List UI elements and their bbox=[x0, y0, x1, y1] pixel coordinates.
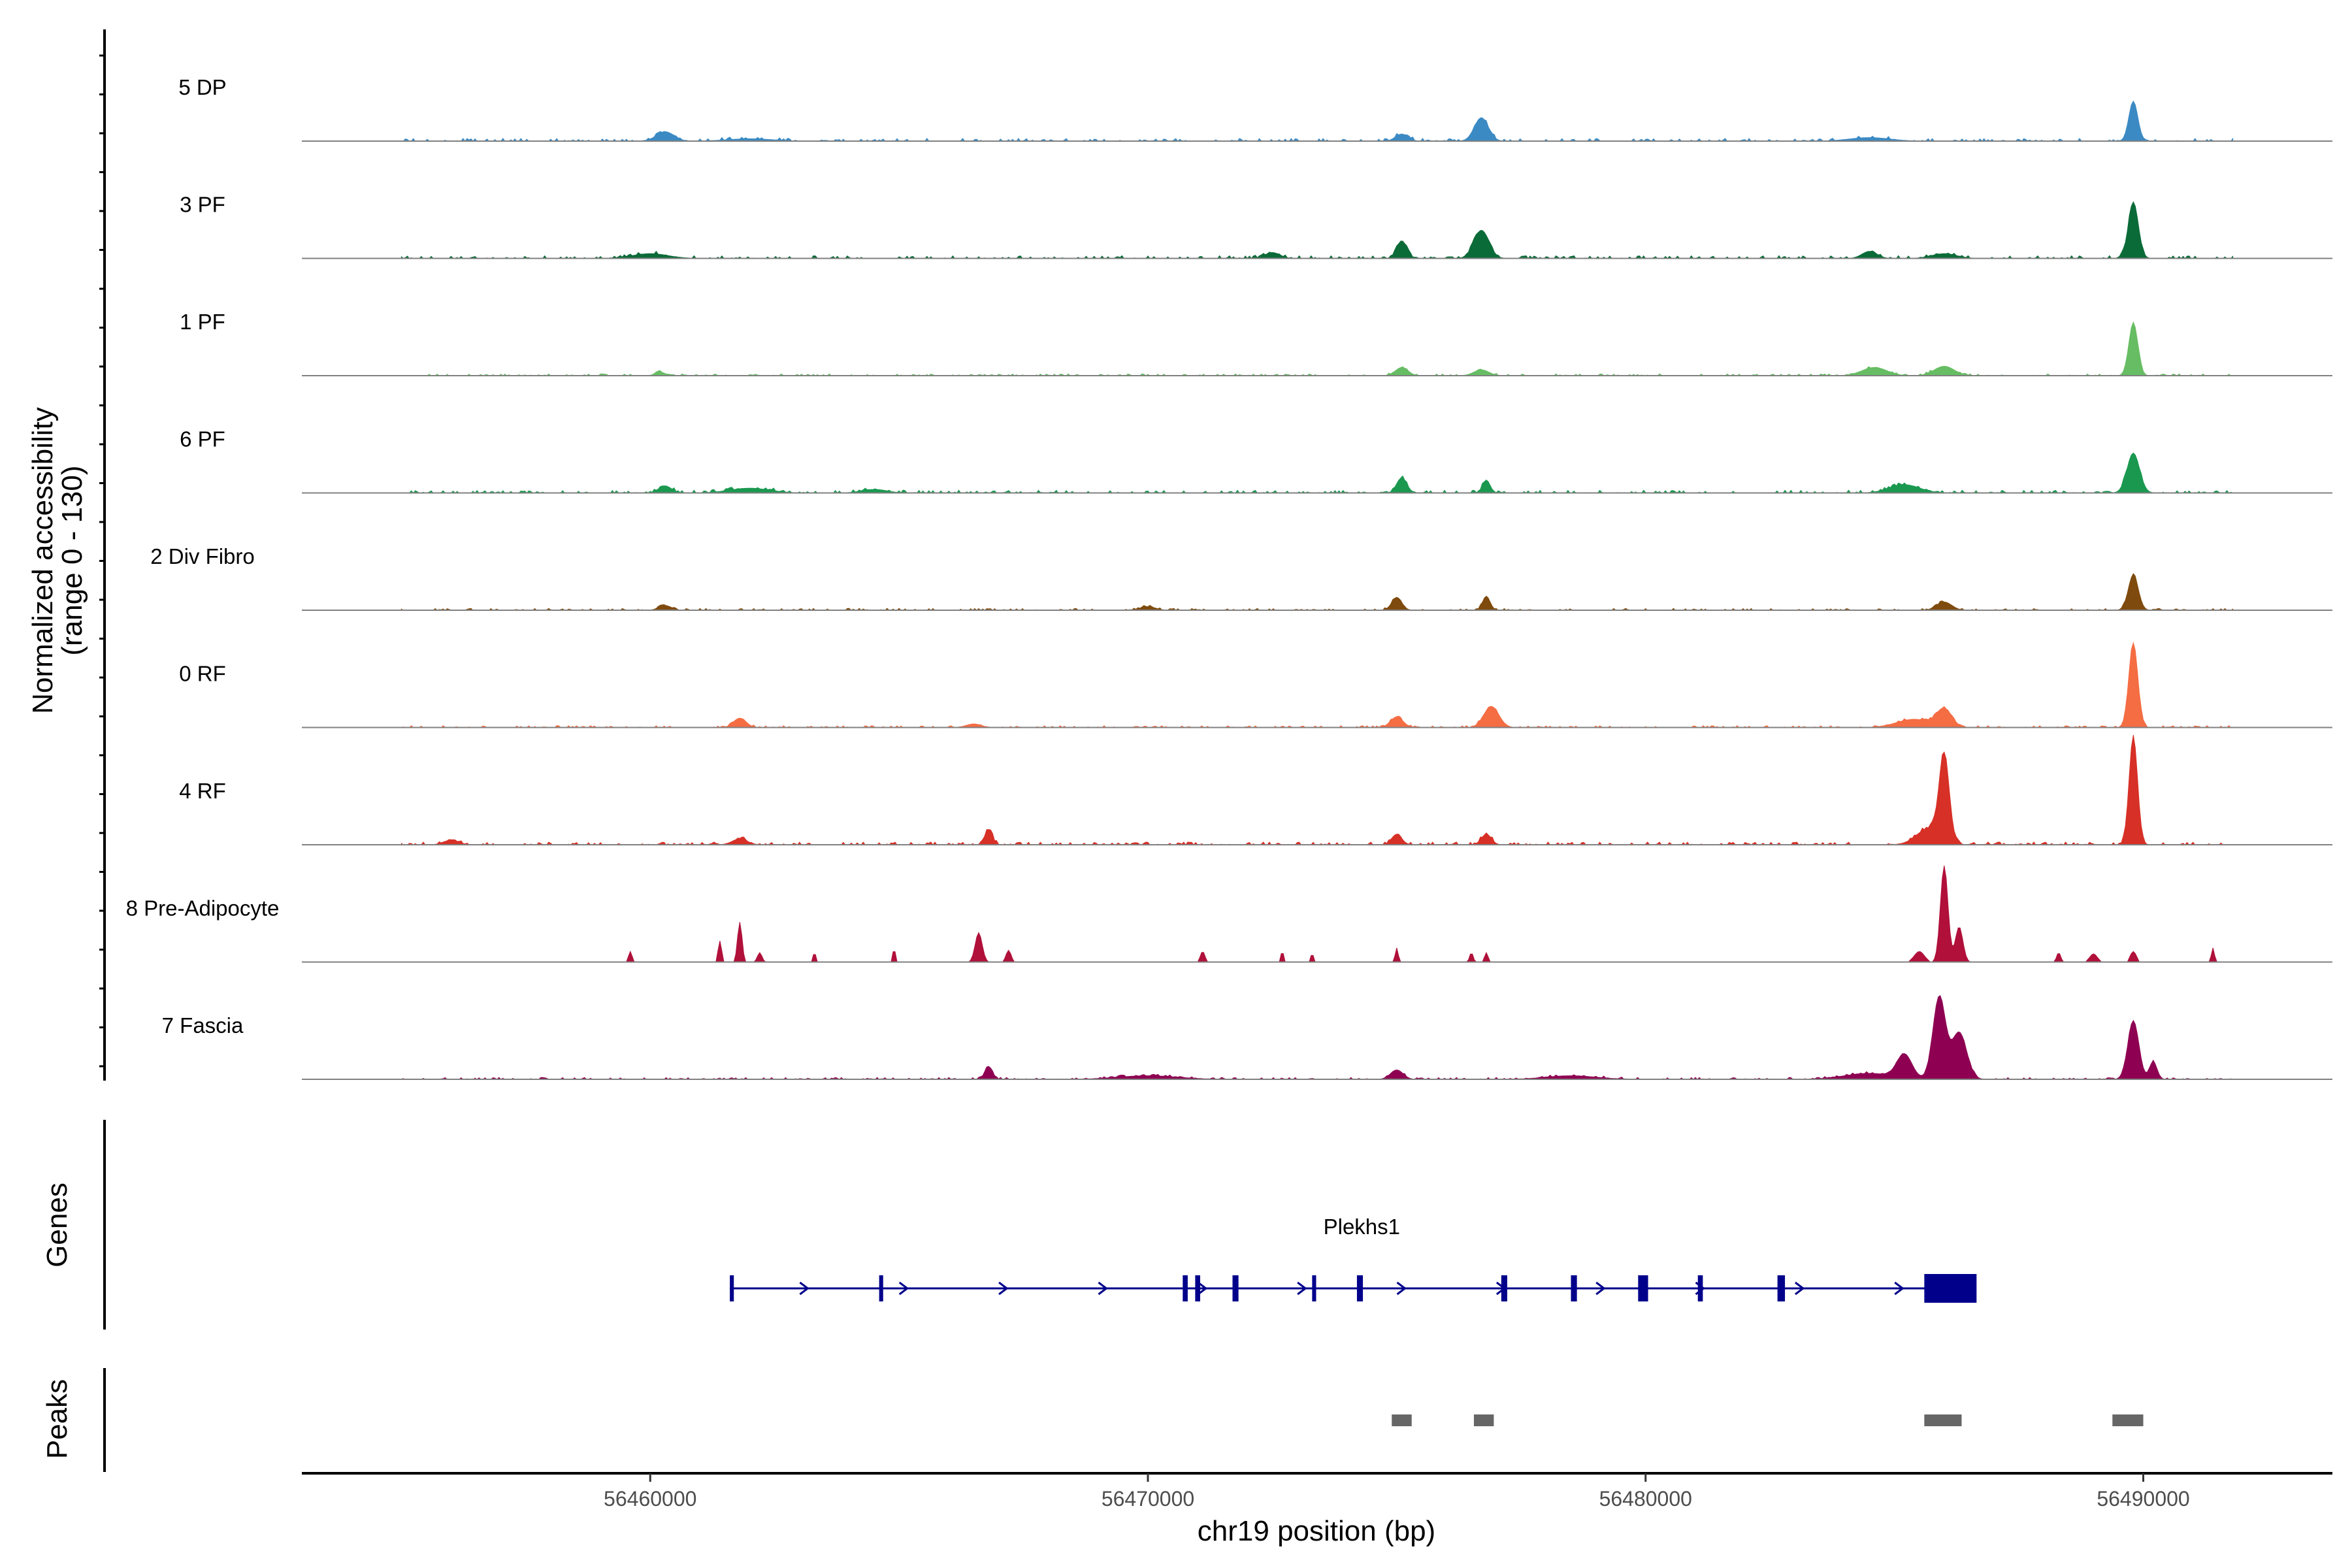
x-tick-label: 56480000 bbox=[1599, 1487, 1692, 1511]
peak-region bbox=[1392, 1414, 1412, 1426]
coverage-area bbox=[401, 865, 2233, 962]
strand-arrow bbox=[1795, 1281, 1805, 1296]
track-label: 8 Pre-Adipocyte bbox=[126, 896, 280, 921]
y-axis-title-range: (range 0 - 130) bbox=[56, 465, 88, 655]
coverage-area bbox=[400, 994, 2233, 1080]
gene-exon bbox=[1924, 1274, 1977, 1303]
track-0-rf: 0 RF bbox=[179, 642, 2332, 728]
gene-exon bbox=[1312, 1275, 1316, 1301]
x-tick-label: 56470000 bbox=[1102, 1487, 1194, 1511]
peaks-track: Peaks bbox=[41, 1368, 2144, 1472]
track-label: 3 PF bbox=[180, 193, 225, 217]
gene-exon bbox=[1232, 1275, 1239, 1301]
track-label: 0 RF bbox=[179, 662, 226, 686]
coverage-area bbox=[400, 573, 2234, 611]
strand-arrow bbox=[1197, 1281, 1208, 1296]
strand-arrow bbox=[1297, 1281, 1307, 1296]
genes-track-label: Genes bbox=[41, 1183, 73, 1267]
track-3-pf: 3 PF bbox=[180, 193, 2332, 259]
coverage-area bbox=[401, 321, 2233, 376]
track-label: 6 PF bbox=[180, 427, 225, 451]
coverage-area bbox=[400, 201, 2234, 259]
x-axis-title: chr19 position (bp) bbox=[1198, 1515, 1435, 1547]
track-2-div-fibro: 2 Div Fibro bbox=[150, 544, 2332, 611]
track-1-pf: 1 PF bbox=[180, 310, 2332, 376]
gene-exon bbox=[730, 1275, 734, 1301]
x-tick-label: 56460000 bbox=[604, 1487, 696, 1511]
track-label: 5 DP bbox=[178, 75, 226, 99]
gene-track: Genes Plekhs1 bbox=[41, 1120, 1977, 1330]
track-4-rf: 4 RF bbox=[179, 735, 2332, 845]
gene-exon bbox=[1697, 1275, 1703, 1301]
x-axis: chr19 position (bp) 56460000 56470000 5648… bbox=[302, 1472, 2332, 1547]
gene-exon bbox=[1356, 1275, 1364, 1301]
strand-arrow bbox=[998, 1281, 1009, 1296]
gene-exon bbox=[1571, 1275, 1577, 1301]
gene-exon bbox=[1638, 1275, 1648, 1301]
track-label: 2 Div Fibro bbox=[150, 544, 255, 568]
peak-region bbox=[1924, 1414, 1962, 1426]
strand-arrow bbox=[1098, 1281, 1108, 1296]
gene-exon bbox=[1195, 1275, 1200, 1301]
track-7-fascia: 7 Fascia bbox=[162, 994, 2332, 1080]
strand-arrow bbox=[799, 1281, 809, 1296]
track-label: 7 Fascia bbox=[162, 1013, 244, 1037]
gene-exon bbox=[1777, 1275, 1786, 1301]
y-axis-title: Normalized accessibility (range 0 - 130) bbox=[27, 407, 88, 713]
peak-region bbox=[1473, 1414, 1494, 1426]
track-5-dp: 5 DP bbox=[178, 75, 2332, 142]
coverage-area bbox=[401, 642, 2233, 728]
strand-arrow bbox=[1396, 1281, 1407, 1296]
track-label: 4 RF bbox=[179, 779, 226, 803]
coverage-area bbox=[401, 100, 2234, 142]
strand-arrow bbox=[1595, 1281, 1606, 1296]
gene-exon bbox=[1183, 1275, 1188, 1301]
gene-exon bbox=[879, 1275, 883, 1301]
strand-arrow bbox=[1894, 1281, 1904, 1296]
coverage-area bbox=[401, 452, 2233, 494]
coverage-tracks: 5 DP 3 PF 1 PF 6 PF 2 Div Fibro 0 RF 4 RF 8 Pre… bbox=[99, 29, 2332, 1081]
track-label: 1 PF bbox=[180, 310, 225, 334]
x-tick-label: 56490000 bbox=[2097, 1487, 2189, 1511]
gene-exon bbox=[1501, 1275, 1507, 1301]
track-8-pre-adipocyte: 8 Pre-Adipocyte bbox=[126, 865, 2332, 963]
peaks-track-label: Peaks bbox=[41, 1379, 73, 1459]
coverage-area bbox=[400, 735, 2233, 845]
y-axis-title-main: Normalized accessibility bbox=[27, 407, 59, 713]
strand-arrow bbox=[898, 1281, 909, 1296]
gene-name-label: Plekhs1 bbox=[1324, 1215, 1400, 1239]
track-6-pf: 6 PF bbox=[180, 427, 2332, 494]
peak-region bbox=[2112, 1414, 2144, 1426]
